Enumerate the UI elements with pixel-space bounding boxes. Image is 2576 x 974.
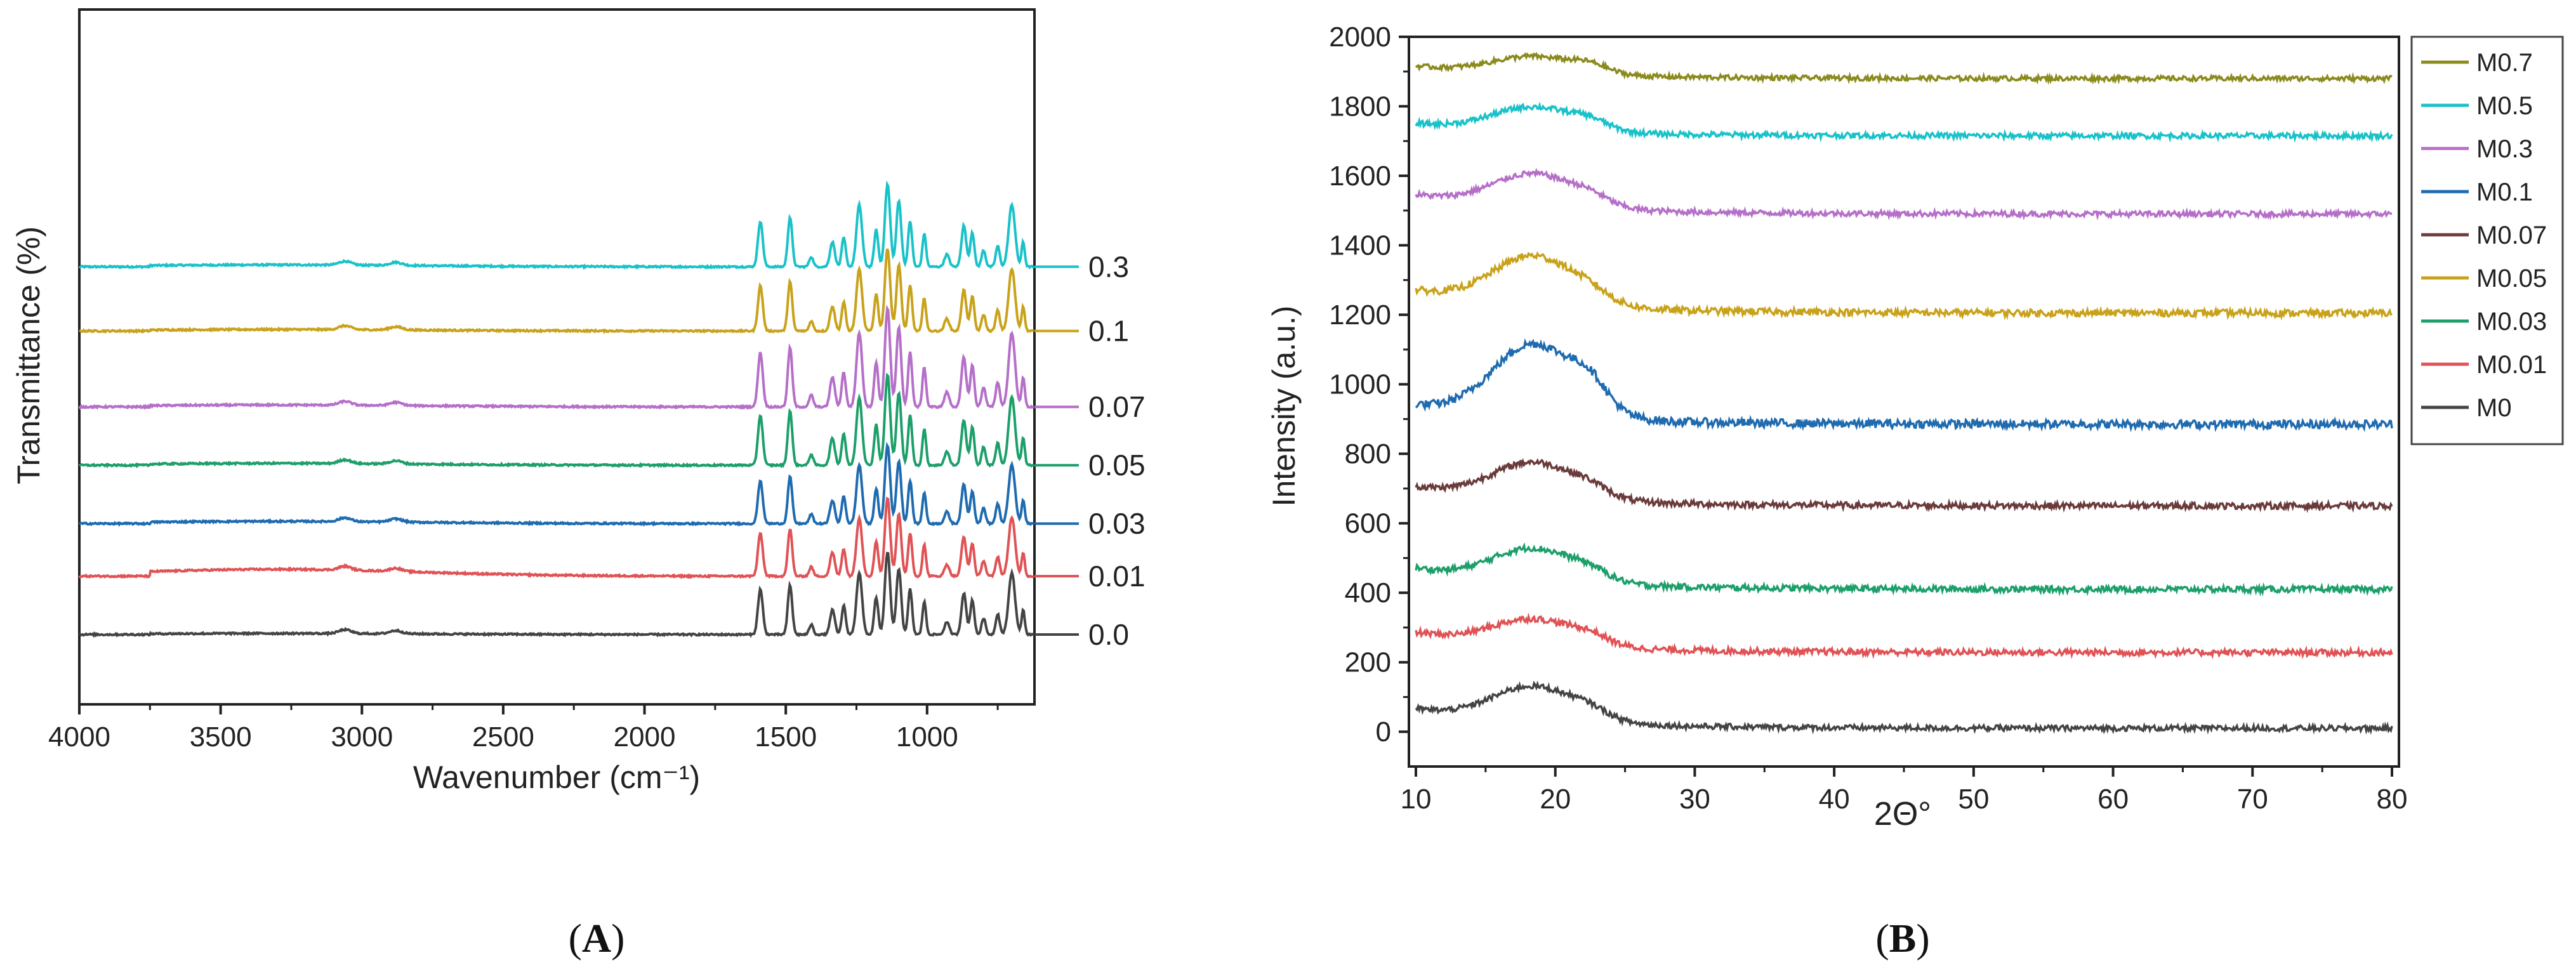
panel-b-series-line-M0.5 [1415,101,2393,143]
panel-a-series-line-0.05 [78,372,1035,469]
legend-entry: M0.01 [2476,351,2547,379]
panel-b-x-tick-label: 70 [2237,784,2268,815]
legend-entry: M0.05 [2476,265,2547,293]
legend-entry: M0.7 [2476,49,2533,77]
panel-a-x-tick-label: 4000 [48,721,110,753]
panel-a-x-tick-label: 2500 [472,721,534,753]
panel-a-x-axis-label: Wavenumber (cm⁻¹) [413,760,700,795]
panel-b-x-tick-label: 20 [1540,784,1571,815]
panel-b-y-axis-label: Intensity (a.u.) [1266,306,1302,507]
panel-b-series-line-M0.07 [1415,457,2393,513]
panel-a-x-tick-label: 3500 [190,721,252,753]
panel-b-y-tick-label: 1800 [1329,91,1391,122]
panel-b-series-line-M0.05 [1415,251,2393,321]
legend-entry: M0.3 [2476,135,2533,163]
panel-a-x-tick-label: 1000 [896,721,958,753]
panel-b-series-line-M0.03 [1415,542,2393,597]
panel-a-chart: 4000 3500 3000 2500 2000 1500 1000 0.30.10.070… [11,8,1146,961]
panel-a-label: (A) [569,916,625,961]
legend-entry: M0.03 [2476,308,2547,336]
legend-entry: M0.5 [2476,92,2533,120]
legend-entry: M0.07 [2476,221,2547,249]
panel-b-plot-frame [1408,36,2400,768]
panel-a-series-label: 0.01 [1088,560,1146,593]
panel-a-series-labels: 0.3 0.1 0.07 0.05 0.03 0.01 0.0 [1034,250,1146,651]
panel-b-series-line-M0.3 [1415,168,2392,221]
legend-entry: M0 [2476,394,2512,422]
panel-b-series-line-M0.7 [1415,51,2393,85]
panel-a-x-axis: 4000 3500 3000 2500 2000 1500 1000 [48,704,999,753]
panel-a-series-line-0.0 [79,551,1034,638]
panel-b-y-tick-label: 1400 [1329,230,1391,261]
panel-b-chart: 10 20 30 40 50 60 70 80020040060080010001200140… [1266,22,2564,961]
panel-a-series-label: 0.1 [1088,315,1129,348]
panel-b-y-tick-label: 1200 [1329,299,1391,331]
panel-b-y-tick-label: 400 [1345,577,1391,609]
panel-b-y-tick-label: 200 [1345,647,1391,678]
panel-a-series-line-0.3 [78,180,1035,270]
panel-b-x-tick-label: 40 [1819,784,1850,815]
panel-b-x-tick-label: 50 [1958,784,1989,815]
panel-b-x-tick-label: 30 [1679,784,1710,815]
panel-a-x-tick-label: 2000 [614,721,676,753]
panel-b-legend: M0.7 M0.5 M0.3 M0.1 M0.07 M0.05 M0.03 M0.01 M0 [2410,36,2564,445]
legend-entry: M0.1 [2476,178,2533,206]
panel-b-series-group [1415,51,2393,735]
panel-a-series-line-0.01 [78,496,1035,579]
panel-a-series-line-0.1 [79,248,1034,334]
panel-b-y-tick-label: 0 [1376,716,1391,747]
panel-a-series-label: 0.03 [1088,507,1146,540]
panel-b-axes: 10 20 30 40 50 60 70 80020040060080010001200140… [1329,22,2407,815]
panel-b-x-tick-label: 80 [2377,784,2408,815]
panel-b-x-tick-label: 60 [2097,784,2129,815]
panel-b-x-tick-label: 10 [1401,784,1432,815]
panel-b-label: (B) [1875,916,1929,961]
panel-b-x-axis-label: 2Θ° [1874,796,1931,833]
panel-a-series-line-0.03 [79,442,1034,527]
panel-a-x-tick-label: 3000 [331,721,393,753]
panel-b-y-tick-label: 800 [1345,438,1391,470]
panel-a-y-axis-label: Transmittance (%) [11,227,46,485]
panel-a-series-line-0.07 [78,305,1034,411]
panel-b-y-tick-label: 1600 [1329,161,1391,192]
panel-b-y-tick-label: 2000 [1329,22,1391,53]
panel-a-plot-frame [78,8,1036,706]
panel-a-series-label: 0.3 [1088,250,1129,283]
panel-a-x-tick-label: 1500 [755,721,817,753]
panel-b-y-tick-label: 1000 [1329,369,1391,400]
panel-a-series-group [78,180,1035,638]
panel-a-series-label: 0.0 [1088,618,1129,651]
panel-a-series-label: 0.07 [1088,390,1146,423]
panel-a-series-label: 0.05 [1088,449,1146,482]
panel-b-series-line-M0.01 [1415,612,2393,660]
panel-b-y-tick-label: 600 [1345,508,1391,539]
panel-b-series-line-M0.1 [1415,338,2393,433]
panel-b-series-line-M0 [1415,680,2393,735]
